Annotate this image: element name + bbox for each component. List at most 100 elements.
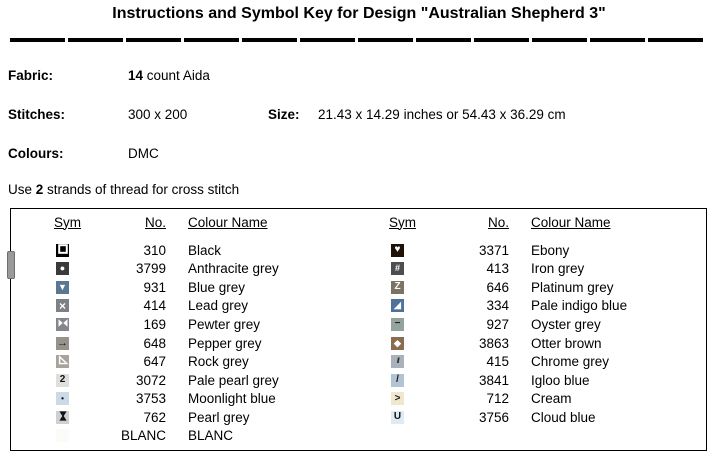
corner-triangle-icon — [56, 355, 69, 369]
dash-glyph: − — [394, 318, 401, 330]
dmc-number: 3072 — [135, 372, 166, 388]
header-sym: Sym — [54, 214, 81, 230]
key-row: ◆ 3863 Otter brown — [391, 334, 627, 353]
key-row: Z 646 Platinum grey — [391, 278, 627, 297]
strands-prefix: Use — [8, 182, 36, 197]
stitches-label: Stitches: — [8, 107, 66, 122]
bowtie-icon — [56, 317, 69, 331]
strands-count: 2 — [35, 182, 44, 197]
dmc-number: 927 — [486, 316, 509, 332]
square-outline-icon — [56, 243, 69, 257]
heart-icon: ♥ — [391, 243, 404, 257]
symbol-cell: U — [391, 410, 404, 424]
key-row: 647 Rock grey — [56, 352, 279, 371]
fabric-rest: count Aida — [143, 68, 210, 83]
symbol-cell: 2 — [56, 373, 69, 387]
key-row: 169 Pewter grey — [56, 315, 279, 334]
symbol-cell — [56, 429, 69, 443]
triangle-lower-right-icon: ◢ — [391, 299, 404, 313]
slash-glyph: / — [396, 374, 399, 386]
symbol-cell: × — [56, 299, 69, 313]
colour-name: Black — [188, 242, 222, 258]
key-rows-left: 310 Black ● 3799 Anthracite grey ▼ 931 Blue gre… — [56, 241, 279, 445]
colour-name: Otter brown — [531, 335, 602, 351]
colour-name: Pale pearl grey — [188, 372, 279, 388]
colour-name: Cloud blue — [531, 409, 596, 425]
symbol-cell: / — [391, 373, 404, 387]
symbol-cell: • — [56, 392, 69, 406]
symbol-cell: # — [391, 262, 404, 276]
fabric-count: 14 — [128, 68, 144, 83]
key-row: >712 Cream — [391, 389, 627, 408]
symbol-cell: − — [391, 317, 404, 331]
key-row: 762 Pearl grey — [56, 408, 279, 427]
triple-slash-glyph: /// — [396, 358, 400, 366]
heart-glyph: ♥ — [394, 244, 401, 256]
key-row: #413 Iron grey — [391, 260, 627, 279]
size-value: 21.43 x 14.29 inches or 54.43 x 36.29 cm — [318, 107, 566, 122]
colour-name: BLANC — [188, 428, 234, 444]
colour-name: Pepper grey — [188, 335, 262, 351]
symbol-cell: ◆ — [391, 336, 404, 350]
colour-name: Platinum grey — [531, 279, 614, 295]
colour-name: Chrome grey — [531, 354, 610, 370]
greater-than-icon: > — [391, 392, 404, 406]
dmc-number: 3863 — [478, 335, 509, 351]
symbol-cell — [56, 355, 69, 369]
strands-suffix: strands of thread for cross stitch — [43, 182, 240, 197]
colour-name: Ebony — [531, 242, 570, 258]
header-colour-name: Colour Name — [531, 214, 611, 230]
greater-than-glyph: > — [394, 392, 401, 404]
dmc-number: 3799 — [135, 261, 166, 277]
colour-name: Lead grey — [188, 298, 249, 314]
letter-u-glyph: U — [393, 411, 402, 423]
key-table-left-column: Sym No. Colour Name 310 Black ● 3799 Anthrac… — [54, 213, 279, 445]
key-row: BLANC BLANC — [56, 426, 279, 445]
key-table-right-column: Sym No. Colour Name ♥ 3371 Ebony #413 Iron g… — [389, 213, 627, 426]
key-row: 310 Black — [56, 241, 279, 260]
blank-icon — [56, 429, 69, 443]
stitches-value: 300 x 200 — [128, 107, 188, 122]
symbol-cell: ● — [56, 262, 69, 276]
hash-icon: # — [391, 262, 404, 276]
colour-name: Cream — [531, 391, 572, 407]
x-glyph: × — [58, 299, 66, 313]
dmc-number: 3756 — [478, 409, 509, 425]
bowtie-glyph — [57, 318, 69, 331]
header-gap — [56, 231, 279, 241]
fabric-value: 14 count Aida — [128, 68, 210, 83]
key-row: ● 3799 Anthracite grey — [56, 260, 279, 279]
key-table-header: Sym No. Colour Name — [54, 213, 279, 231]
symbol-key-table: Sym No. Colour Name 310 Black ● 3799 Anthrac… — [7, 208, 707, 451]
dmc-number: 334 — [486, 298, 509, 314]
dmc-number: BLANC — [120, 428, 166, 444]
x-icon: × — [56, 299, 69, 313]
square-outline-glyph — [57, 244, 69, 257]
key-row: ◢ 334 Pale indigo blue — [391, 297, 627, 316]
colour-name: Iron grey — [531, 261, 585, 277]
colour-name: Pearl grey — [188, 409, 250, 425]
key-row: → 648 Pepper grey — [56, 334, 279, 353]
symbol-cell — [56, 243, 69, 257]
strands-note: Use 2 strands of thread for cross stitch — [8, 182, 239, 197]
colour-name: Rock grey — [188, 354, 249, 370]
circle-icon: ● — [56, 262, 69, 276]
key-row: ▼ 931 Blue grey — [56, 278, 279, 297]
symbol-cell — [56, 317, 69, 331]
colour-name: Pewter grey — [188, 316, 261, 332]
letter-z-glyph: Z — [394, 281, 401, 293]
triangle-down-glyph: ▼ — [58, 281, 67, 292]
scrollbar-thumb[interactable] — [7, 251, 15, 279]
dmc-number: 648 — [143, 335, 166, 351]
key-row: / 3841 Igloo blue — [391, 371, 627, 390]
arrow-right-icon: → — [56, 336, 69, 350]
colour-name: Igloo blue — [531, 372, 590, 388]
dmc-number: 169 — [143, 316, 166, 332]
symbol-cell: ♥ — [391, 243, 404, 257]
corner-triangle-glyph — [57, 355, 69, 368]
key-row: 2 3072 Pale pearl grey — [56, 371, 279, 390]
dmc-number: 3753 — [135, 391, 166, 407]
fabric-label: Fabric: — [8, 68, 54, 83]
key-row: • 3753 Moonlight blue — [56, 389, 279, 408]
